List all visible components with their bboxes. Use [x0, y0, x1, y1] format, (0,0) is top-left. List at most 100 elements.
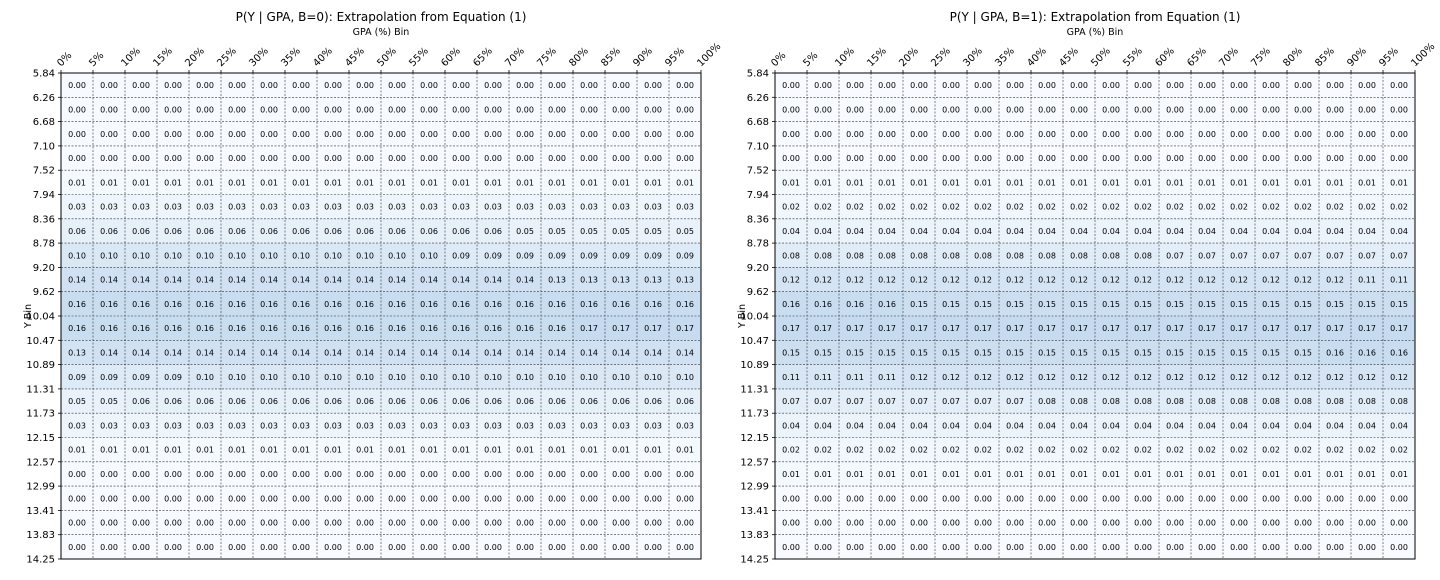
cell-value-label: 0.14	[484, 348, 502, 357]
cell-value-label: 0.00	[356, 81, 374, 90]
heatmap-cell	[349, 97, 381, 122]
heatmap-cell	[1383, 243, 1415, 268]
x-tick-label: 80%	[567, 46, 591, 70]
heatmap-cell	[317, 437, 349, 462]
cell-value-label: 0.00	[100, 130, 118, 139]
cell-value-label: 0.12	[814, 276, 832, 285]
cell-value-label: 0.00	[324, 519, 342, 528]
heatmap-cell	[1127, 388, 1159, 414]
heatmap-cell	[221, 194, 253, 219]
heatmap-cell	[1031, 364, 1063, 389]
heatmap-cell	[1191, 243, 1223, 268]
heatmap-cell	[637, 534, 669, 559]
cell-value-label: 0.16	[68, 300, 86, 309]
cell-value-label: 0.02	[814, 446, 832, 455]
cell-value-label: 0.10	[580, 373, 598, 382]
cell-value-label: 0.04	[1070, 421, 1088, 430]
x-tick-label: 0%	[55, 50, 74, 69]
heatmap-cell	[1223, 218, 1255, 244]
heatmap-cell	[1063, 145, 1095, 171]
heatmap-cell	[1255, 316, 1287, 341]
cell-value-label: 0.00	[942, 494, 960, 503]
cell-value-label: 0.15	[1294, 300, 1312, 309]
cell-value-label: 0.02	[1358, 203, 1376, 212]
heatmap-cell	[871, 145, 903, 171]
heatmap-cell	[1287, 388, 1319, 414]
heatmap-cell	[317, 121, 349, 146]
heatmap-cell	[1095, 364, 1127, 389]
cell-value-label: 0.12	[1102, 373, 1120, 382]
heatmap-cell	[839, 73, 871, 98]
cell-value-label: 0.00	[1006, 105, 1024, 114]
heatmap-cell	[1319, 243, 1351, 268]
y-tick-label: 8.78	[747, 239, 769, 250]
heatmap-cell	[541, 413, 573, 438]
heatmap-cell	[871, 316, 903, 341]
cell-value-label: 0.00	[388, 154, 406, 163]
heatmap-cell	[967, 145, 999, 171]
cell-value-label: 0.11	[846, 373, 864, 382]
heatmap-cell	[903, 461, 935, 487]
heatmap-cell	[1191, 145, 1223, 171]
cell-value-label: 0.06	[132, 397, 150, 406]
cell-value-label: 0.00	[292, 543, 310, 552]
cell-value-label: 0.05	[516, 227, 534, 236]
heatmap-cell	[1223, 486, 1255, 511]
cell-value-label: 0.04	[1134, 421, 1152, 430]
heatmap-cell	[637, 121, 669, 146]
heatmap-cell	[637, 194, 669, 219]
cell-value-label: 0.04	[1070, 227, 1088, 236]
cell-value-label: 0.06	[580, 397, 598, 406]
heatmap-cell	[509, 145, 541, 171]
heatmap-cell	[1159, 364, 1191, 389]
cell-value-label: 0.06	[484, 227, 502, 236]
heatmap-cell	[349, 73, 381, 98]
cell-value-label: 0.00	[388, 81, 406, 90]
heatmap-cell	[1319, 340, 1351, 365]
heatmap-cell	[413, 121, 445, 146]
cell-value-label: 0.12	[1102, 276, 1120, 285]
heatmap-cell	[637, 73, 669, 98]
heatmap-cell	[541, 291, 573, 316]
heatmap-cell	[1191, 437, 1223, 462]
cell-value-label: 0.00	[910, 130, 928, 139]
cell-value-label: 0.00	[1070, 519, 1088, 528]
heatmap-cell	[61, 121, 93, 146]
heatmap-cell	[967, 291, 999, 316]
heatmap-cell	[637, 145, 669, 171]
cell-value-label: 0.00	[1326, 81, 1344, 90]
cell-value-label: 0.00	[1134, 543, 1152, 552]
cell-value-label: 0.10	[164, 251, 182, 260]
cell-value-label: 0.00	[676, 105, 694, 114]
heatmap-cell	[573, 121, 605, 146]
y-tick-label: 13.41	[740, 506, 769, 517]
y-tick-label: 8.78	[33, 239, 55, 250]
cell-value-label: 0.15	[814, 348, 832, 357]
heatmap-cell	[253, 218, 285, 244]
cell-value-label: 0.15	[1070, 300, 1088, 309]
heatmap-cell	[807, 486, 839, 511]
heatmap-cell	[1191, 364, 1223, 389]
heatmap-cell	[775, 97, 807, 122]
cell-value-label: 0.01	[974, 470, 992, 479]
y-tick-label: 7.10	[33, 141, 55, 152]
cell-value-label: 0.00	[260, 154, 278, 163]
heatmap-cell	[381, 316, 413, 341]
heatmap-cell	[509, 316, 541, 341]
heatmap-cell	[903, 340, 935, 365]
cell-value-label: 0.00	[644, 81, 662, 90]
heatmap-cell	[541, 316, 573, 341]
heatmap-cell	[1159, 388, 1191, 414]
heatmap-cell	[839, 243, 871, 268]
heatmap-cell	[669, 170, 701, 195]
chart-title: P(Y | GPA, B=1): Extrapolation from Equa…	[950, 10, 1241, 24]
cell-value-label: 0.04	[1230, 227, 1248, 236]
cell-value-label: 0.01	[324, 446, 342, 455]
heatmap-cell	[605, 243, 637, 268]
heatmap-cell	[775, 145, 807, 171]
heatmap-cell	[1319, 145, 1351, 171]
heatmap-cell	[253, 73, 285, 98]
x-tick-label: 25%	[929, 46, 953, 70]
heatmap-cell	[1383, 145, 1415, 171]
heatmap-cell	[1127, 340, 1159, 365]
